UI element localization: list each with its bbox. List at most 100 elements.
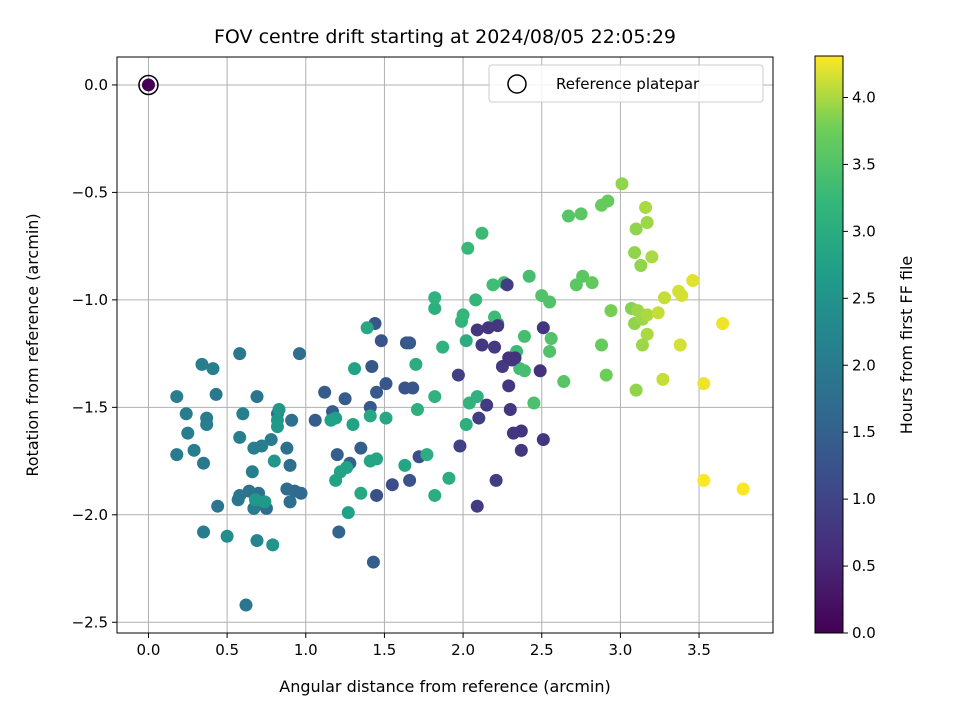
data-point — [365, 360, 378, 373]
data-point — [295, 487, 308, 500]
data-point — [509, 351, 522, 364]
data-point — [367, 556, 380, 569]
data-point — [197, 525, 210, 538]
data-point — [615, 177, 628, 190]
data-point — [604, 304, 617, 317]
data-point — [170, 448, 183, 461]
data-point — [457, 308, 470, 321]
data-point — [641, 308, 654, 321]
colorbar-tick-label: 3.0 — [852, 222, 876, 240]
data-point — [293, 347, 306, 360]
data-point — [534, 364, 547, 377]
data-point — [472, 412, 485, 425]
data-point — [452, 369, 465, 382]
data-point — [686, 274, 699, 287]
y-tick-label: −1.5 — [72, 398, 108, 416]
data-point — [246, 465, 259, 478]
data-point — [411, 403, 424, 416]
data-point — [491, 319, 504, 332]
data-point — [634, 259, 647, 272]
data-point — [221, 530, 234, 543]
data-point — [518, 364, 531, 377]
data-point — [233, 489, 246, 502]
data-point — [348, 362, 361, 375]
data-point — [697, 377, 710, 390]
colorbar-tick-label: 1.0 — [852, 490, 876, 508]
data-point — [273, 403, 286, 416]
data-point — [420, 448, 433, 461]
data-point — [428, 291, 441, 304]
data-point — [233, 431, 246, 444]
data-point — [280, 483, 293, 496]
data-point — [271, 420, 284, 433]
data-point — [370, 489, 383, 502]
data-point — [675, 289, 688, 302]
data-point — [480, 399, 493, 412]
data-point — [537, 321, 550, 334]
data-point — [488, 341, 501, 354]
data-point — [342, 506, 355, 519]
data-point — [501, 278, 514, 291]
data-point — [361, 321, 374, 334]
data-point — [258, 495, 271, 508]
data-point — [515, 444, 528, 457]
data-point — [645, 250, 658, 263]
chart-title: FOV centre drift starting at 2024/08/05 … — [214, 26, 676, 48]
y-tick-label: −2.0 — [72, 506, 108, 524]
data-point — [285, 414, 298, 427]
fov-drift-chart: FOV centre drift starting at 2024/08/05 … — [0, 0, 960, 720]
data-point — [197, 457, 210, 470]
data-point — [630, 384, 643, 397]
data-point — [210, 388, 223, 401]
data-point — [475, 339, 488, 352]
data-point — [537, 433, 550, 446]
data-point — [600, 369, 613, 382]
data-point — [211, 500, 224, 513]
data-point — [233, 347, 246, 360]
data-point — [200, 418, 213, 431]
x-tick-label: 0.5 — [215, 641, 239, 659]
legend: Reference platepar — [489, 65, 763, 102]
data-point — [206, 362, 219, 375]
data-point — [318, 386, 331, 399]
data-point — [346, 418, 359, 431]
colorbar-tick-label: 4.0 — [852, 89, 876, 107]
data-point — [188, 444, 201, 457]
data-point — [575, 207, 588, 220]
x-tick-label: 1.0 — [294, 641, 318, 659]
colorbar-tick-label: 1.5 — [852, 423, 876, 441]
data-point — [562, 210, 575, 223]
data-point — [658, 291, 671, 304]
data-point — [280, 442, 293, 455]
data-point — [471, 323, 484, 336]
colorbar: 0.0 0.5 1.0 1.5 2.0 2.5 3.0 3.5 4.0 Hours from f… — [815, 56, 916, 642]
data-point — [716, 317, 729, 330]
data-point — [442, 472, 455, 485]
data-point — [309, 414, 322, 427]
data-point — [636, 339, 649, 352]
data-point — [502, 379, 515, 392]
scatter-points — [170, 177, 749, 611]
x-tick-label: 3.0 — [608, 641, 632, 659]
y-tick-label: −1.0 — [72, 291, 108, 309]
x-tick-label: 0.0 — [137, 641, 161, 659]
data-point — [398, 459, 411, 472]
data-point — [674, 339, 687, 352]
data-point — [641, 216, 654, 229]
colorbar-tick-label: 2.0 — [852, 356, 876, 374]
data-point — [507, 427, 520, 440]
data-point — [527, 397, 540, 410]
data-point — [324, 414, 337, 427]
data-point — [697, 474, 710, 487]
x-tick-label: 2.5 — [530, 641, 554, 659]
data-point — [331, 448, 344, 461]
data-point — [354, 442, 367, 455]
data-point — [370, 452, 383, 465]
x-axis-label: Angular distance from reference (arcmin) — [279, 677, 610, 696]
colorbar-tick-label: 0.0 — [852, 624, 876, 642]
x-tick-label: 2.0 — [451, 641, 475, 659]
data-point — [428, 489, 441, 502]
data-point — [180, 407, 193, 420]
data-point — [460, 334, 473, 347]
data-point — [340, 461, 353, 474]
